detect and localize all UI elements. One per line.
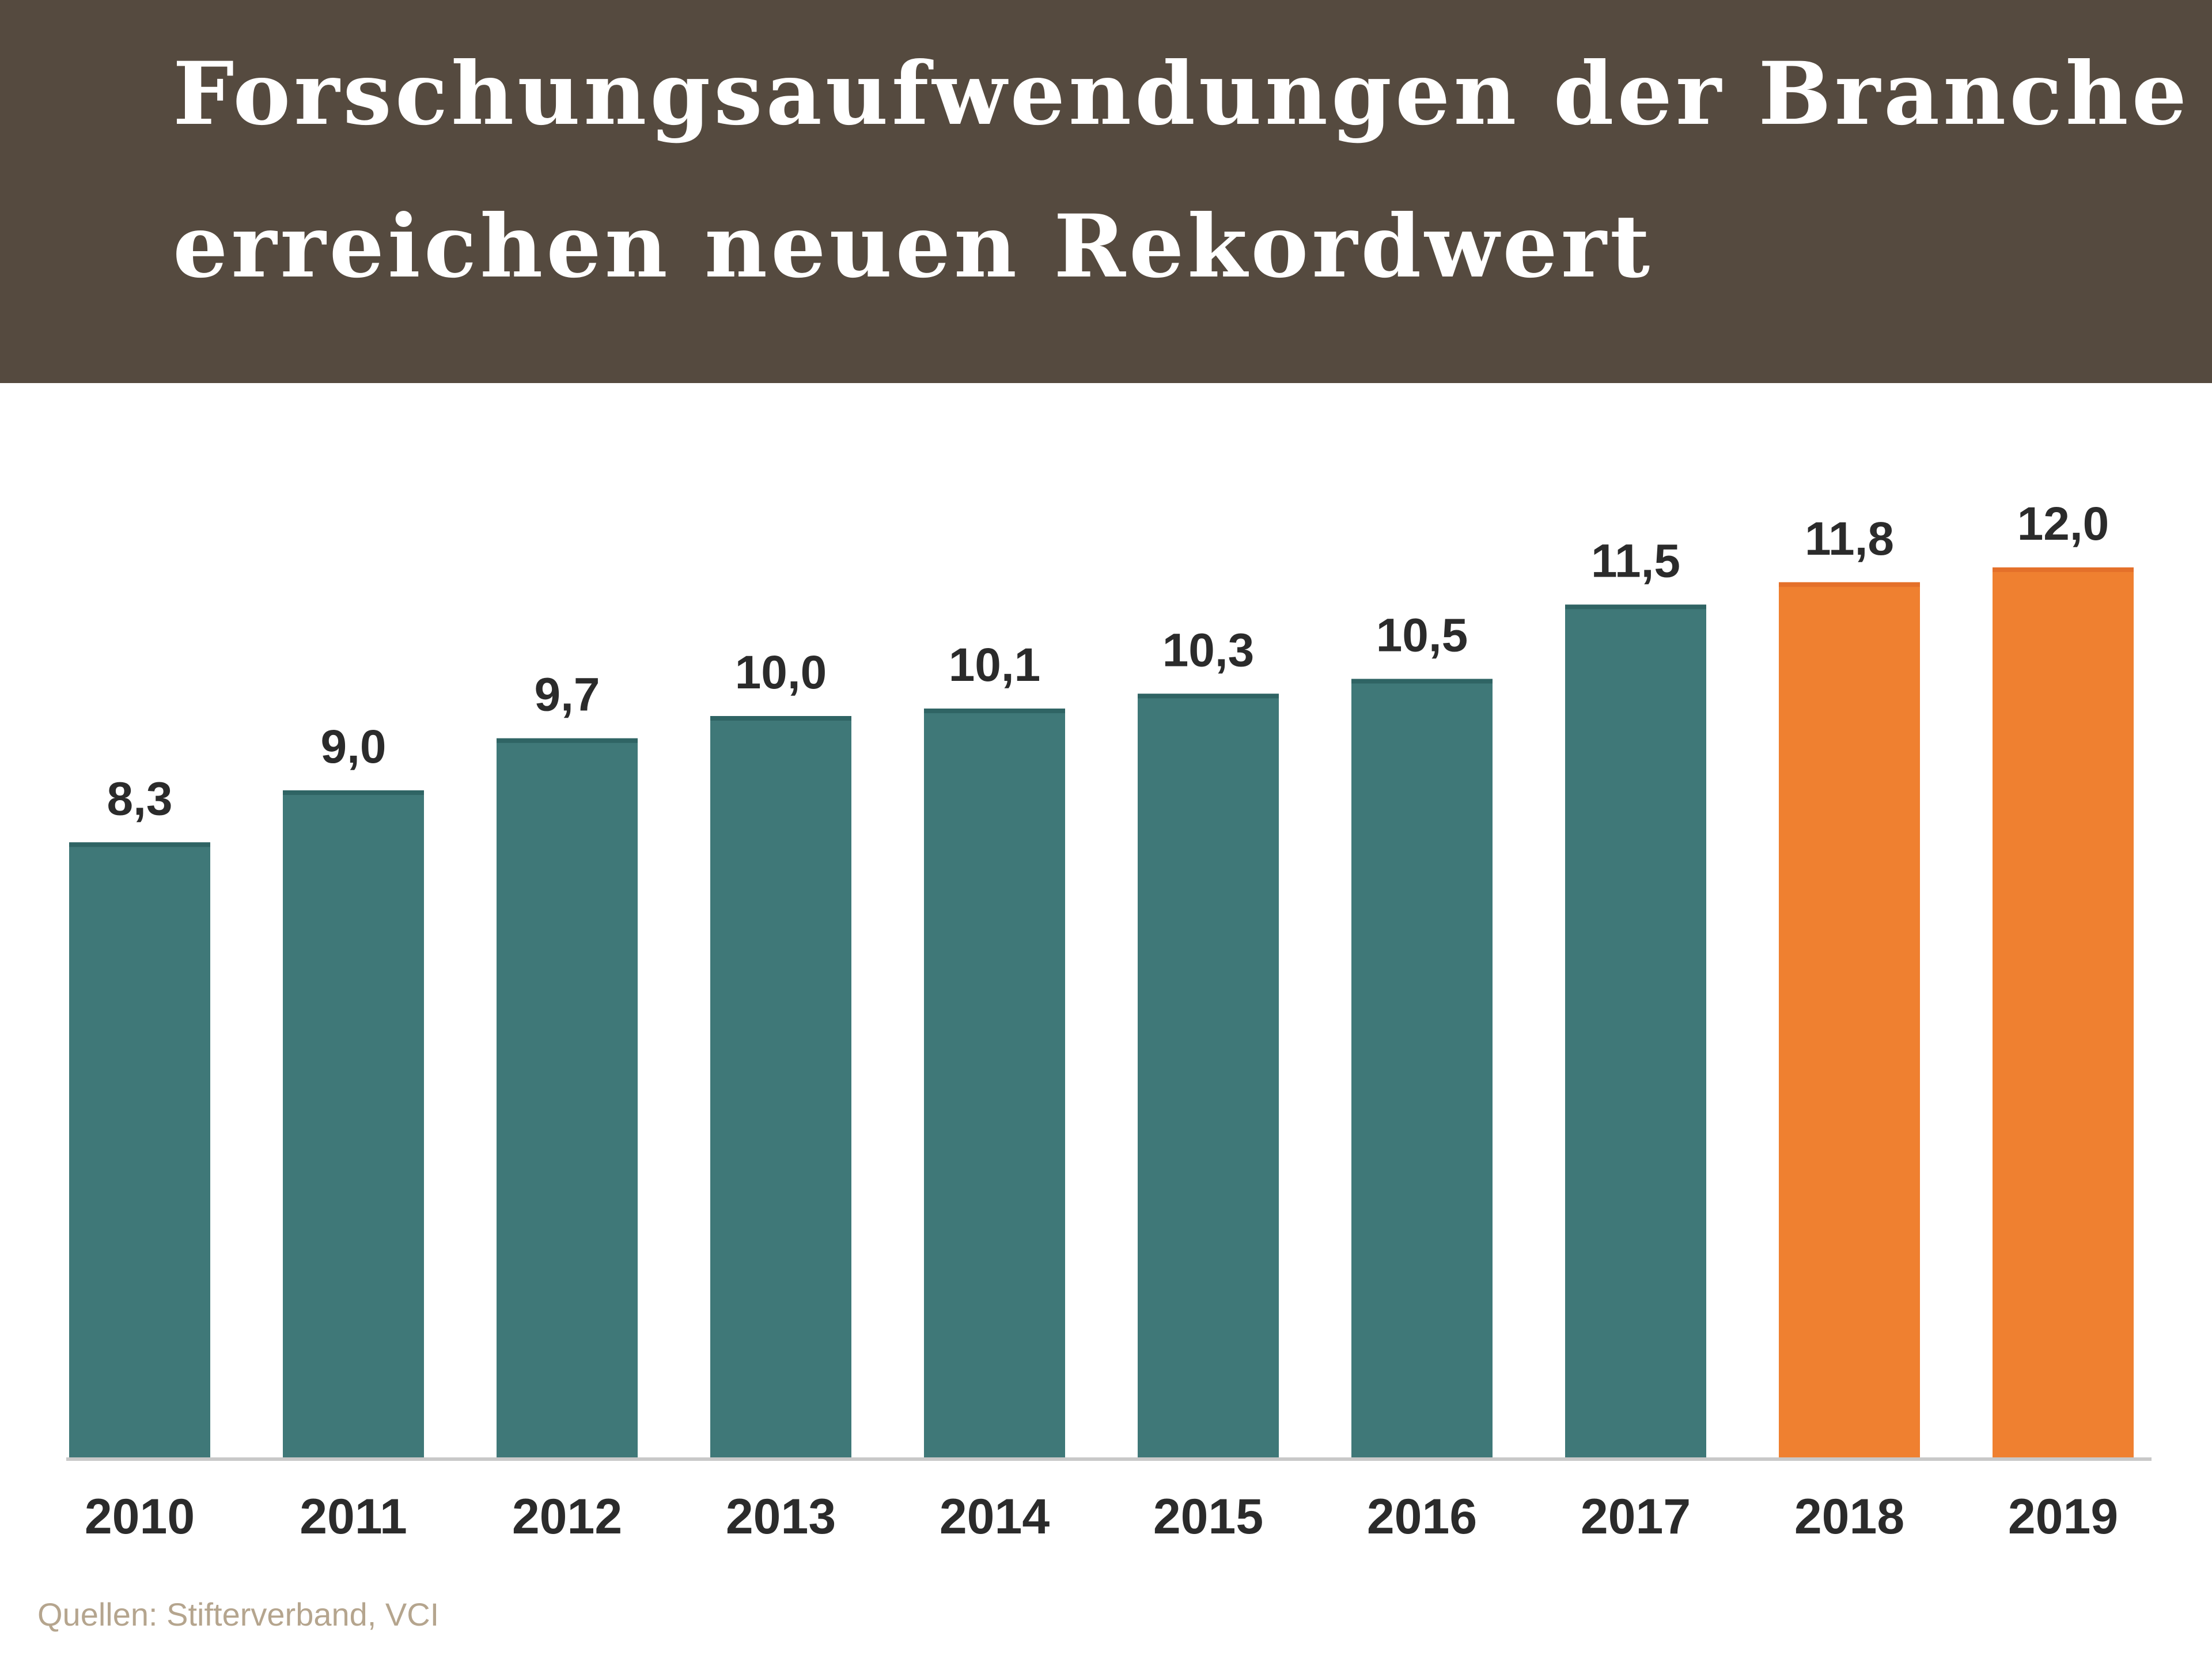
x-tick-label-2017: 2017 xyxy=(1581,1489,1691,1544)
bar-2011 xyxy=(283,790,424,1459)
bar-2015 xyxy=(1138,694,1279,1459)
bar-2017 xyxy=(1565,604,1706,1459)
chart-title-line-1: Forschungsaufwendungen der Branche xyxy=(173,43,2191,145)
bar-2012 xyxy=(497,738,638,1459)
bar-top-edge-2014 xyxy=(924,709,1065,714)
bar-2019 xyxy=(1993,567,2134,1459)
bar-2014 xyxy=(924,709,1065,1459)
x-tick-label-2010: 2010 xyxy=(85,1489,195,1544)
value-label-2019: 12,0 xyxy=(2017,498,2109,550)
value-label-2017: 11,5 xyxy=(1591,535,1680,588)
x-tick-label-2014: 2014 xyxy=(940,1489,1050,1544)
value-label-2010: 8,3 xyxy=(107,772,173,825)
x-tick-label-2015: 2015 xyxy=(1153,1489,1263,1544)
value-label-2018: 11,8 xyxy=(1805,513,1894,565)
bar-top-edge-2018 xyxy=(1779,582,1920,587)
bar-2010 xyxy=(69,842,210,1459)
x-tick-label-2016: 2016 xyxy=(1367,1489,1477,1544)
value-label-group: 8,3 9,0 9,7 10,0 10,1 10,3 10,5 11,5 11,8 12,0 xyxy=(107,498,2109,825)
chart-header: Forschungsaufwendungen der Branche errei… xyxy=(0,0,2212,383)
chart-title-line-2: erreichen neuen Rekordwert xyxy=(173,196,1654,297)
value-label-2014: 10,1 xyxy=(949,639,1041,691)
bar-2013 xyxy=(710,716,851,1459)
value-label-2011: 9,0 xyxy=(321,721,387,773)
x-tick-label-2011: 2011 xyxy=(300,1489,407,1544)
bar-chart: 8,3 9,0 9,7 10,0 10,1 10,3 10,5 11,5 11,8 12,0 20… xyxy=(66,498,2152,1544)
bar-top-edge-2010 xyxy=(69,842,210,847)
value-label-2013: 10,0 xyxy=(735,646,827,699)
bar-top-edge-2011 xyxy=(283,790,424,795)
bar-top-edge-2019 xyxy=(1993,567,2134,572)
bar-top-edge-2017 xyxy=(1565,604,1706,609)
x-tick-label-2018: 2018 xyxy=(1794,1489,1904,1544)
source-note: Quellen: Stifterverband, VCI xyxy=(37,1596,440,1633)
x-tick-label-group: 2010 2011 2012 2013 2014 2015 2016 2017 2018 2019 xyxy=(85,1489,2118,1544)
x-tick-label-2012: 2012 xyxy=(512,1489,622,1544)
value-label-2012: 9,7 xyxy=(535,669,600,721)
bar-top-edge-2016 xyxy=(1351,679,1493,684)
bar-top-edge-2015 xyxy=(1138,694,1279,699)
bar-2018 xyxy=(1779,582,1920,1459)
bar-top-edge-2013 xyxy=(710,716,851,721)
value-label-2016: 10,5 xyxy=(1376,609,1468,662)
value-label-2015: 10,3 xyxy=(1162,624,1255,676)
bar-2016 xyxy=(1351,679,1493,1459)
bar-top-edge-2012 xyxy=(497,738,638,743)
bar-group xyxy=(69,567,2134,1459)
x-tick-label-2019: 2019 xyxy=(2008,1489,2118,1544)
x-tick-label-2013: 2013 xyxy=(726,1489,836,1544)
